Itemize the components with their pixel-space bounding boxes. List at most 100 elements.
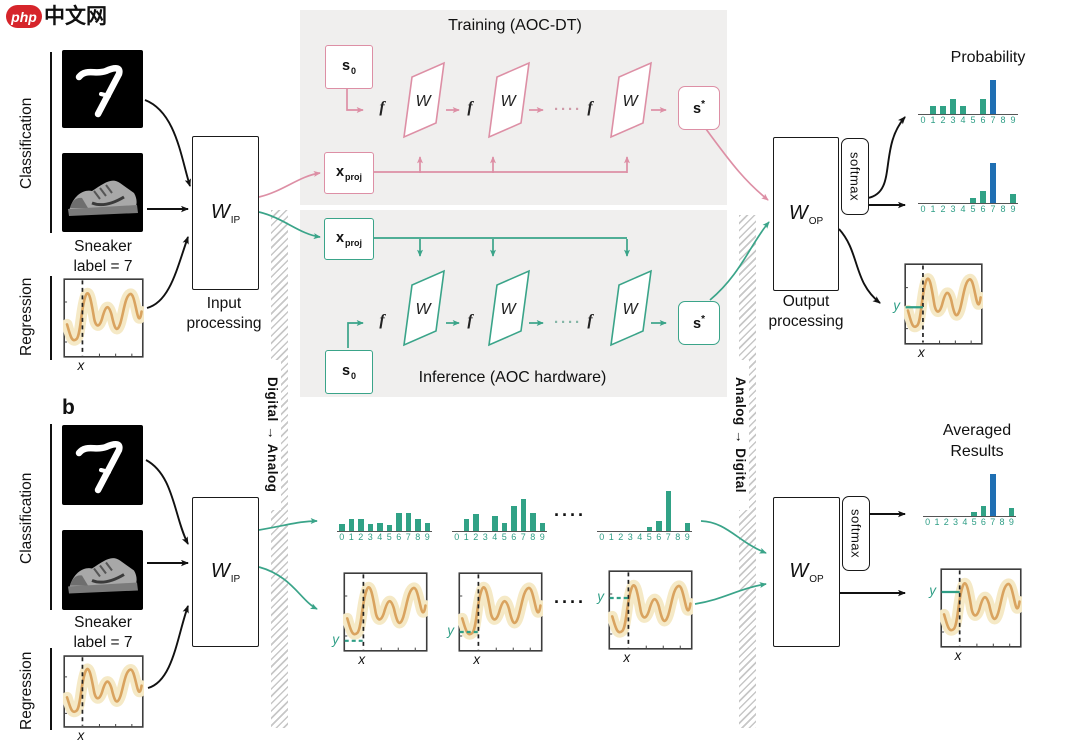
- y-axis-label: y: [332, 631, 339, 647]
- bar-6: [980, 191, 986, 203]
- sneaker-caption-b: Sneaker label = 7: [73, 614, 133, 652]
- x-axis-label: x: [623, 650, 631, 665]
- regression-input-plot-b: x: [63, 655, 144, 743]
- regression-input-plot-a: x: [63, 278, 144, 373]
- x-axis-label: x: [473, 652, 481, 667]
- arrow-s0-to-f-training: [346, 87, 364, 113]
- s0-node-inference: s0: [325, 350, 373, 394]
- y-axis-label: y: [597, 589, 604, 604]
- bar-2: [940, 106, 946, 114]
- panel-b-label: b: [62, 396, 75, 419]
- logo-text: 中文网: [44, 5, 107, 28]
- bar-5: [646, 527, 652, 531]
- bar-7: [990, 80, 996, 114]
- arrow-sstar-to-wop-training: [705, 128, 769, 201]
- bar-9: [1008, 508, 1015, 516]
- arrow-wop-to-regout-a: [838, 228, 881, 304]
- ellipsis-runs-top: ····: [554, 505, 586, 525]
- bar-9: [424, 523, 430, 531]
- y-axis-label: y: [447, 623, 454, 638]
- f-label-inference-1: f: [379, 312, 385, 329]
- bar-2: [358, 519, 364, 531]
- bar-8: [415, 519, 421, 531]
- arrow-wip-to-xproj-training: [258, 170, 321, 198]
- sstar-node-inference: s*: [678, 301, 720, 345]
- site-logo: php 中文网: [6, 5, 107, 28]
- svg-text:W: W: [622, 301, 639, 318]
- arrow-sstar-to-wop-inference: [709, 221, 770, 301]
- bar-5: [971, 512, 977, 516]
- bar-1: [463, 519, 469, 531]
- sneaker-image-a: [62, 153, 143, 232]
- f-label-training-3: f: [587, 99, 593, 116]
- sneaker-caption-a: Sneaker label = 7: [73, 238, 133, 276]
- xproj-node-training: xproj: [324, 152, 374, 194]
- y-axis-label: y: [929, 583, 936, 598]
- ellipsis-inference: ····: [554, 314, 582, 331]
- arrow-wip-to-xproj-inference: [258, 211, 321, 240]
- bar-9: [684, 523, 690, 531]
- w-ip-box-a: WIP: [192, 136, 259, 290]
- w-op-box-a: WOP: [773, 137, 839, 291]
- x-axis-label: x: [358, 652, 366, 667]
- bar-4: [377, 523, 383, 531]
- svg-text:W: W: [415, 93, 432, 110]
- bar-1: [930, 106, 936, 114]
- classification-bracket-b: [50, 424, 53, 610]
- softmax-box-a: softmax: [841, 138, 869, 215]
- adc-converter-label: Analog → Digital: [732, 360, 749, 510]
- x-axis-label: x: [77, 358, 85, 373]
- arrow-softmax-to-probtop: [867, 116, 906, 199]
- arrow-regression-to-wip-a: [146, 236, 189, 309]
- weight-matrix-inference-2: W: [486, 268, 532, 353]
- arrow-digit7-to-wip-a: [144, 99, 191, 187]
- bar-7: [405, 513, 411, 531]
- arrow-regruns-to-wop-b: [694, 582, 767, 605]
- svg-text:W: W: [622, 93, 639, 110]
- bar-6: [656, 521, 662, 531]
- svg-text:W: W: [500, 301, 517, 318]
- svg-text:W: W: [415, 301, 432, 318]
- x-axis-label: x: [77, 728, 85, 743]
- weight-matrix-training-3: W: [608, 60, 654, 145]
- f-label-training-2: f: [467, 99, 473, 116]
- bar-7: [665, 491, 671, 531]
- arrow-wip-to-barcharts-b: [258, 518, 318, 531]
- f-label-inference-2: f: [467, 312, 473, 329]
- bar-7: [520, 499, 526, 531]
- mnist-digit7-image-b: [62, 425, 143, 505]
- sstar-node-training: s*: [678, 86, 720, 130]
- bar-3: [367, 524, 373, 531]
- x-axis-label: x: [954, 648, 962, 663]
- weight-matrix-inference-3: W: [608, 268, 654, 353]
- ellipsis-runs-bottom: ····: [554, 592, 586, 612]
- regression-bracket-b: [50, 648, 53, 730]
- bar-5: [386, 525, 392, 531]
- php-logo-badge: php: [6, 5, 42, 28]
- regression-bracket-a: [50, 276, 53, 360]
- softmax-box-b: softmax: [842, 496, 870, 571]
- xproj-node-inference: xproj: [324, 218, 374, 260]
- mnist-digit7-image-a: [62, 50, 143, 128]
- bar-9: [1010, 194, 1016, 203]
- weight-matrix-training-2: W: [486, 60, 532, 145]
- bar-4: [960, 106, 966, 114]
- bar-6: [980, 506, 987, 516]
- arrow-s0-to-f-inference: [347, 320, 364, 348]
- sneaker-image-b: [62, 530, 143, 610]
- bar-6: [396, 513, 402, 531]
- bar-0: [339, 524, 345, 531]
